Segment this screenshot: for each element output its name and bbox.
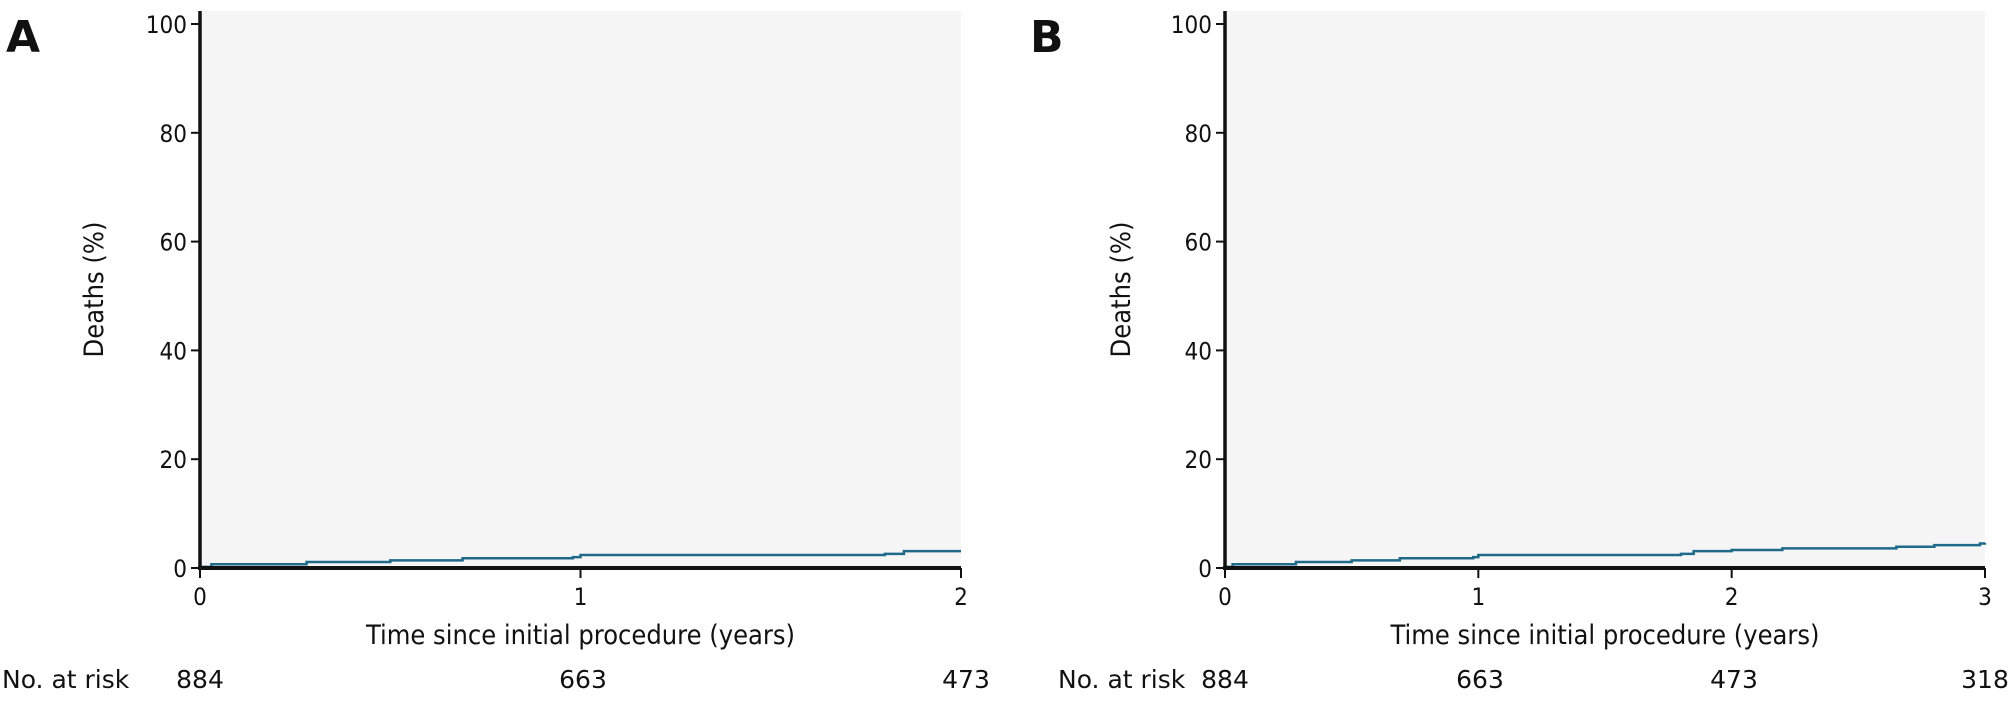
- x-axis-title: Time since initial procedure (years): [365, 620, 795, 651]
- risk-value: 663: [559, 665, 607, 694]
- risk-value: 473: [1710, 665, 1758, 694]
- y-tick-label: 100: [146, 11, 187, 39]
- risk-value: 318: [1961, 665, 2009, 694]
- x-tick-label: 0: [193, 583, 207, 611]
- panel-b: 0 20 40 60 80 100 0 1 2 3 B Deaths (%) Time sinc…: [1030, 11, 2009, 694]
- mortality-curve: [200, 549, 961, 569]
- x-tick-label: 0: [1218, 583, 1232, 611]
- y-axis-ticks: 0 20 40 60 80 100: [1171, 11, 1225, 583]
- risk-table-values: 884 663 473 318: [1201, 665, 2009, 694]
- plot-area: [1225, 11, 1985, 568]
- y-tick-label: 20: [1185, 446, 1212, 474]
- x-axis-title: Time since initial procedure (years): [1389, 620, 1819, 651]
- y-axis-title: Deaths (%): [79, 222, 110, 358]
- y-tick-label: 40: [160, 337, 187, 365]
- risk-table-values: 884 663 473: [176, 665, 990, 694]
- x-tick-label: 1: [574, 583, 588, 611]
- x-tick-label: 1: [1471, 583, 1485, 611]
- panel-label: A: [6, 12, 40, 63]
- y-tick-label: 40: [1185, 337, 1212, 365]
- x-tick-label: 2: [1725, 583, 1739, 611]
- y-tick-label: 100: [1171, 11, 1212, 39]
- risk-table-label: No. at risk: [1058, 665, 1186, 694]
- risk-value: 884: [176, 665, 224, 694]
- risk-value: 884: [1201, 665, 1249, 694]
- x-axis-ticks: 0 1 2: [193, 568, 968, 611]
- y-tick-label: 60: [160, 229, 187, 257]
- risk-table-label: No. at risk: [2, 665, 130, 694]
- mortality-curve: [1225, 542, 1987, 569]
- y-axis-ticks: 0 20 40 60 80 100: [146, 11, 200, 583]
- panel-label: B: [1030, 12, 1064, 63]
- y-axis-title: Deaths (%): [1106, 222, 1137, 358]
- y-tick-label: 0: [1198, 555, 1212, 583]
- panel-a: 0 20 40 60 80 100 0 1 2 A Deaths (%) Time since…: [2, 11, 990, 694]
- risk-value: 663: [1456, 665, 1504, 694]
- y-tick-label: 80: [1185, 120, 1212, 148]
- x-tick-label: 2: [954, 583, 968, 611]
- risk-value: 473: [942, 665, 990, 694]
- y-tick-label: 0: [173, 555, 187, 583]
- y-tick-label: 80: [160, 120, 187, 148]
- y-tick-label: 20: [160, 446, 187, 474]
- y-tick-label: 60: [1185, 229, 1212, 257]
- plot-area: [200, 11, 961, 568]
- x-axis-ticks: 0 1 2 3: [1218, 568, 1992, 611]
- x-tick-label: 3: [1978, 583, 1992, 611]
